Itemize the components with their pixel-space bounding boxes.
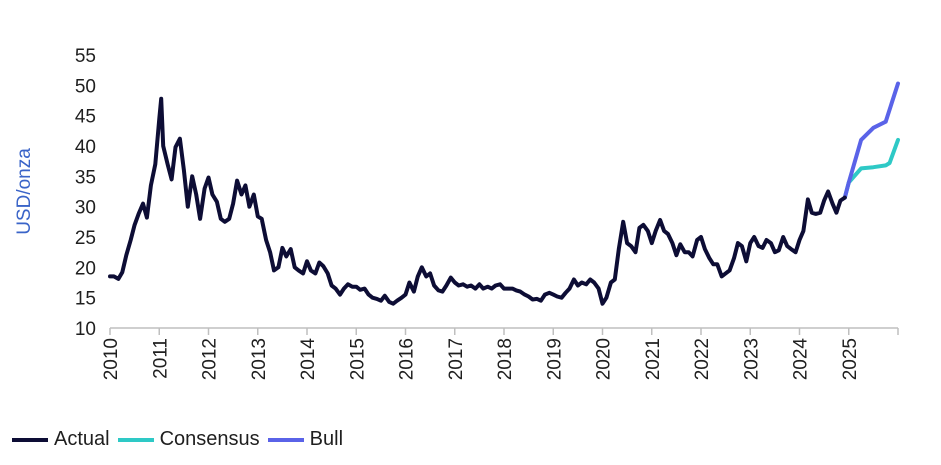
- x-tick-label-2019: 2019: [544, 338, 565, 380]
- y-tick-label-20: 20: [75, 258, 96, 279]
- x-tick-label-2020: 2020: [594, 338, 615, 380]
- x-tick-label-2010: 2010: [101, 338, 122, 380]
- y-tick-label-30: 30: [75, 198, 96, 219]
- x-tick-label-2021: 2021: [643, 338, 664, 380]
- x-axis: 2010 2011 2012 2013 2014 2015 2016 2017 2018 2019…: [101, 327, 899, 381]
- legend-item-bull: Bull: [267, 428, 344, 451]
- legend-label-consensus: Consensus: [159, 428, 260, 450]
- y-tick-label-55: 55: [75, 46, 96, 67]
- y-tick-label-45: 45: [75, 107, 96, 128]
- series-line-bull: [842, 81, 900, 200]
- legend-item-actual: Actual: [12, 428, 110, 451]
- y-tick-label-50: 50: [75, 76, 96, 97]
- x-tick-label-2011: 2011: [150, 338, 171, 379]
- x-tick-label-2017: 2017: [446, 338, 467, 380]
- x-tick-label-2015: 2015: [347, 338, 368, 380]
- y-tick-label-35: 35: [75, 167, 96, 188]
- x-tick-label-2014: 2014: [298, 338, 319, 381]
- legend-swatch-actual: [12, 437, 48, 442]
- x-tick-label-2023: 2023: [741, 338, 762, 380]
- x-tick-label-2013: 2013: [249, 338, 270, 380]
- x-tick-label-2016: 2016: [397, 338, 418, 380]
- legend-label-bull: Bull: [309, 428, 344, 450]
- legend-swatch-bull: [267, 437, 304, 442]
- y-axis-label: USD/onza: [14, 148, 35, 235]
- y-axis: 10 15 20 25 30 35 40 45 50 55: [75, 46, 96, 340]
- x-tick-label-2018: 2018: [495, 338, 516, 380]
- legend-swatch-consensus: [117, 437, 154, 442]
- x-tick-label-2022: 2022: [692, 338, 713, 380]
- legend-item-consensus: Consensus: [117, 428, 260, 451]
- series-line-actual: [108, 96, 847, 306]
- legend: Actual Consensus Bull: [12, 428, 351, 451]
- y-tick-label-25: 25: [75, 228, 96, 249]
- legend-label-actual: Actual: [54, 428, 110, 450]
- y-tick-label-40: 40: [75, 137, 96, 158]
- y-tick-label-15: 15: [75, 289, 96, 310]
- x-tick-label-2012: 2012: [200, 338, 221, 380]
- series-lines: [108, 81, 900, 306]
- x-tick-label-2024: 2024: [791, 338, 812, 381]
- x-tick-label-2025: 2025: [840, 338, 861, 380]
- y-tick-label-10: 10: [75, 319, 96, 340]
